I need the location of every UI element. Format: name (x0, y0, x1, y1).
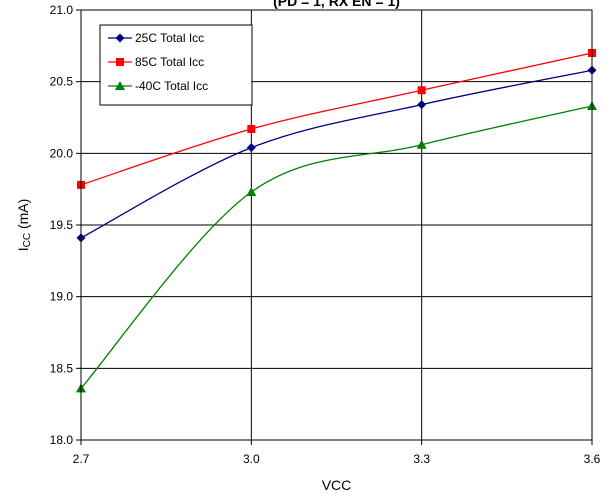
y-tick-label: 18.0 (50, 433, 74, 447)
legend: 25C Total Icc 85C Total Icc -40C Total Icc (99, 24, 253, 106)
y-axis-title-sub: CC (22, 233, 33, 247)
series-line (80, 69, 593, 239)
y-tick-label: 20.0 (50, 146, 74, 160)
series-line (80, 52, 593, 186)
data-point (417, 100, 427, 110)
legend-label: 85C Total Icc (135, 55, 204, 69)
series-3 (76, 101, 597, 393)
legend-label: -40C Total Icc (135, 79, 208, 93)
y-tick-label: 18.5 (50, 361, 74, 375)
data-point (246, 187, 257, 197)
data-point (246, 143, 256, 153)
chart-title: (PD = 1, RX EN = 1) (273, 0, 400, 9)
y-axis-title-main: I (15, 247, 31, 251)
data-point (417, 86, 426, 95)
legend-swatch-marker (116, 58, 124, 66)
x-tick-label: 3.6 (584, 452, 601, 466)
series-layer (76, 49, 597, 393)
legend-swatch-marker (115, 33, 125, 43)
tick-layer: 18.0 18.5 19.0 19.5 20.0 20.5 21.0 2.7 3.0 3.3 3.6 (50, 3, 601, 466)
y-axis-title-unit: (mA) (15, 199, 31, 233)
y-tick-label: 19.0 (50, 290, 74, 304)
x-axis-title: VCC (322, 477, 352, 493)
series-line (80, 105, 593, 389)
legend-swatch-marker (115, 81, 125, 90)
y-tick-label: 20.5 (50, 75, 74, 89)
legend-label: 25C Total Icc (135, 31, 204, 45)
y-axis-title: ICC (mA) (15, 199, 33, 252)
x-tick-label: 3.0 (243, 452, 260, 466)
data-point (416, 139, 427, 149)
x-tick-label: 2.7 (73, 452, 90, 466)
x-tick-label: 3.3 (413, 452, 430, 466)
y-tick-label: 19.5 (50, 218, 74, 232)
data-point (247, 124, 256, 133)
series-1 (76, 65, 597, 243)
y-tick-label: 21.0 (50, 3, 74, 17)
